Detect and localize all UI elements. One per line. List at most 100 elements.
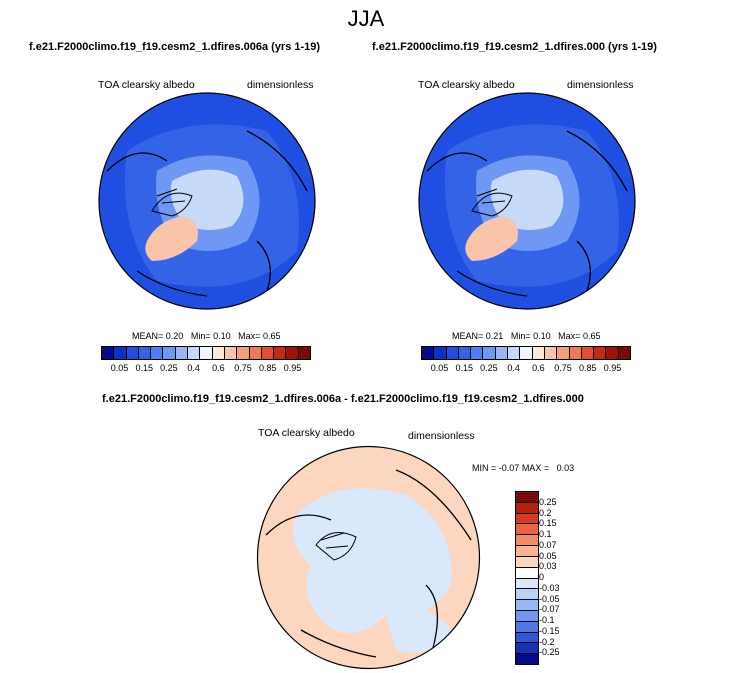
colorbar-swatches: [101, 346, 311, 360]
colorbar-swatch-3: [516, 524, 538, 536]
colorbar-swatch-4: [471, 347, 484, 359]
colorbar-swatch-12: [569, 347, 582, 359]
panel-2-stats: MEAN= 0.21 Min= 0.10 Max= 0.65: [452, 331, 600, 341]
colorbar-tick-label: 0.75: [234, 363, 252, 373]
negative-difference-field: [293, 488, 452, 633]
colorbar-swatches: [515, 491, 539, 665]
colorbar-swatch-5: [483, 347, 496, 359]
colorbar-tick-label: 0.07: [539, 539, 557, 550]
colorbar-swatch-3: [458, 347, 472, 359]
colorbar-tick-label: 0.1: [539, 529, 552, 539]
panel-1-stats: MEAN= 0.20 Min= 0.10 Max= 0.65: [132, 331, 280, 341]
colorbar-swatch-9: [516, 589, 538, 601]
coastlines: [106, 130, 308, 297]
min-label: Min=: [190, 331, 211, 341]
colorbar-tick-label: -0.03: [539, 582, 560, 593]
colorbar-swatch-6: [516, 556, 538, 568]
max-label: Max=: [558, 331, 581, 341]
colorbar-tick-label: 0.05: [430, 363, 449, 373]
colorbar-swatch-12: [249, 347, 262, 359]
colorbar-ticks: 0.05 0.15 0.25 0.4 0.6 0.75 0.85 0.95: [101, 360, 311, 374]
colorbar-tick-label: 0.95: [603, 363, 622, 373]
mean-label: MEAN=: [132, 331, 164, 341]
max-label: MAX =: [521, 463, 550, 473]
colorbar-tick-label: 0.2: [539, 507, 552, 518]
colorbar-tick-label: 0.25: [160, 363, 178, 373]
panel-2-variable-label: TOA clearsky albedo: [418, 79, 515, 91]
difference-polar-map: [256, 445, 481, 670]
colorbar-ticks: 0.25 0.2 0.15 0.1 0.07 0.05 0.03 0 -0.03 -0.05 -0.…: [539, 491, 579, 663]
colorbar-swatch-9: [532, 347, 545, 359]
panel-1-colorbar: 0.05 0.15 0.25 0.4 0.6 0.75 0.85 0.95: [101, 346, 311, 374]
colorbar-swatch-6: [175, 347, 189, 359]
map-border: [256, 445, 481, 670]
colorbar-swatch-8: [200, 347, 213, 359]
min-value: 0.10: [213, 331, 231, 341]
panel-2-units-label: dimensionless: [567, 79, 634, 91]
difference-variable-label: TOA clearsky albedo: [258, 427, 355, 439]
arctic-archipelago: [151, 188, 193, 217]
colorbar-swatch-1: [434, 347, 447, 359]
colorbar-swatch-15: [286, 347, 299, 359]
colorbar-tick-label: 0.15: [135, 363, 153, 373]
colorbar-tick-label: 0.25: [539, 496, 557, 507]
panel-1-units-label: dimensionless: [247, 79, 314, 91]
colorbar-swatch-8: [520, 347, 533, 359]
difference-colorbar: 0.25 0.2 0.15 0.1 0.07 0.05 0.03 0 -0.03 -0.05 -0.…: [515, 491, 560, 665]
colorbar-swatch-6: [495, 347, 509, 359]
greenland-high-albedo: [465, 216, 518, 261]
colorbar-swatch-13: [261, 347, 275, 359]
colorbar-swatch-13: [581, 347, 595, 359]
colorbar-swatch-1: [516, 502, 538, 514]
min-value: -0.07: [498, 463, 520, 473]
colorbar-swatch-16: [618, 347, 631, 359]
colorbar-swatch-8: [516, 578, 538, 590]
colorbar-swatch-11: [557, 347, 570, 359]
map-border: [98, 92, 316, 310]
max-label: Max=: [238, 331, 261, 341]
colorbar-swatch-7: [188, 347, 201, 359]
colorbar-swatch-4: [151, 347, 164, 359]
colorbar-swatch-12: [516, 621, 538, 633]
colorbar-tick-label: 0.95: [283, 363, 302, 373]
colorbar-tick-label: -0.07: [539, 604, 560, 615]
colorbar-swatch-0: [422, 347, 435, 359]
colorbar-swatch-2: [126, 347, 139, 359]
colorbar-swatches: [421, 346, 631, 360]
colorbar-tick-label: 0.05: [110, 363, 129, 373]
colorbar-swatch-15: [516, 654, 538, 664]
albedo-sea-ice: [170, 169, 244, 230]
colorbar-swatch-4: [516, 535, 538, 547]
mean-label: MEAN=: [452, 331, 484, 341]
colorbar-tick-label: 0.6: [212, 363, 225, 373]
max-value: 0.65: [582, 331, 601, 341]
colorbar-swatch-15: [606, 347, 619, 359]
colorbar-tick-label: 0.4: [187, 363, 200, 373]
colorbar-swatch-14: [516, 643, 538, 655]
panel-2-colorbar: 0.05 0.15 0.25 0.4 0.6 0.75 0.85 0.95: [421, 346, 631, 374]
colorbar-tick-label: 0.03: [539, 561, 557, 572]
panel-1-title: f.e21.F2000climo.f19_f19.cesm2_1.dfires.…: [29, 41, 321, 53]
colorbar-swatch-7: [516, 567, 538, 579]
colorbar-swatch-14: [274, 347, 287, 359]
colorbar-swatch-3: [138, 347, 152, 359]
colorbar-swatch-16: [298, 347, 311, 359]
colorbar-swatch-13: [516, 632, 538, 644]
max-value: 0.65: [262, 331, 281, 341]
min-label: MIN =: [472, 463, 497, 473]
max-value: 0.03: [556, 463, 575, 473]
panel-2-polar-map: [418, 92, 636, 310]
panel-1-variable-label: TOA clearsky albedo: [98, 79, 195, 91]
colorbar-swatch-11: [516, 610, 538, 622]
difference-title: f.e21.F2000climo.f19_f19.cesm2_1.dfires.…: [102, 393, 584, 405]
colorbar-tick-label: 0.25: [480, 363, 498, 373]
colorbar-tick-label: 0.15: [455, 363, 473, 373]
min-label: Min=: [510, 331, 531, 341]
colorbar-tick-label: 0.85: [578, 363, 597, 373]
colorbar-ticks: 0.05 0.15 0.25 0.4 0.6 0.75 0.85 0.95: [421, 360, 631, 374]
colorbar-tick-label: 0.75: [554, 363, 572, 373]
mean-value: 0.21: [485, 331, 504, 341]
colorbar-tick-label: -0.1: [539, 615, 555, 625]
colorbar-swatch-0: [102, 347, 115, 359]
negative-difference-field-south: [386, 608, 456, 653]
